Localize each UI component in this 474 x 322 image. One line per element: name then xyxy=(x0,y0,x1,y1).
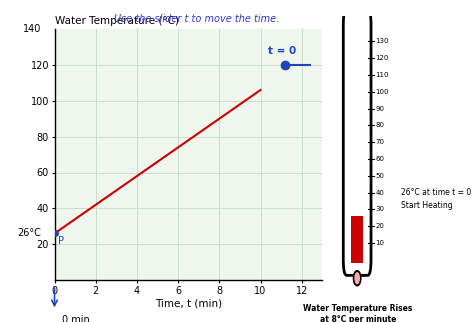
FancyBboxPatch shape xyxy=(343,9,371,275)
Text: Use the slider t to move the time.: Use the slider t to move the time. xyxy=(114,14,279,24)
Text: 40: 40 xyxy=(375,190,384,195)
Text: 26°C: 26°C xyxy=(17,229,41,239)
Text: 50: 50 xyxy=(375,173,384,179)
Text: 130: 130 xyxy=(375,38,389,44)
Text: 90: 90 xyxy=(375,106,384,112)
Text: t = 0: t = 0 xyxy=(268,46,296,56)
Text: 0 min: 0 min xyxy=(62,315,90,322)
Text: 120: 120 xyxy=(375,55,389,61)
X-axis label: Time, t (min): Time, t (min) xyxy=(155,298,222,308)
Text: 100: 100 xyxy=(375,89,389,95)
Text: Water Temperature (°C): Water Temperature (°C) xyxy=(55,16,179,26)
Text: Start Heating: Start Heating xyxy=(401,201,452,210)
Text: 26°C at time t = 0 min: 26°C at time t = 0 min xyxy=(401,188,474,197)
Text: 60: 60 xyxy=(375,156,384,162)
Text: 140: 140 xyxy=(23,24,41,34)
Text: 20: 20 xyxy=(375,223,384,229)
Text: Water Temperature Rises
at 8°C per minute: Water Temperature Rises at 8°C per minut… xyxy=(303,304,412,322)
Text: 10: 10 xyxy=(375,240,384,246)
Text: 70: 70 xyxy=(375,139,384,145)
Bar xyxy=(351,216,363,263)
Text: P: P xyxy=(58,236,64,246)
Ellipse shape xyxy=(355,272,360,284)
Text: 30: 30 xyxy=(375,206,384,213)
Ellipse shape xyxy=(354,271,360,285)
Text: 110: 110 xyxy=(375,72,389,78)
Text: 80: 80 xyxy=(375,122,384,128)
